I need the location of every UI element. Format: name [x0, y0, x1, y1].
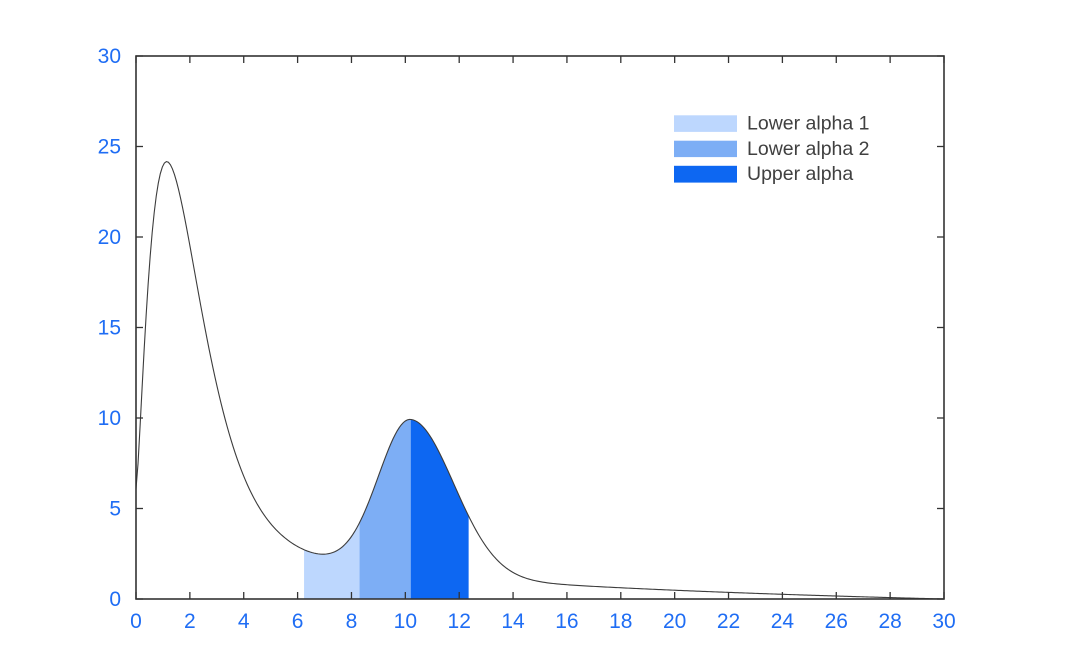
- svg-text:Lower alpha 2: Lower alpha 2: [747, 138, 870, 160]
- svg-text:16: 16: [555, 610, 578, 633]
- svg-text:22: 22: [717, 610, 740, 633]
- svg-text:0: 0: [109, 588, 121, 611]
- svg-text:18: 18: [609, 610, 632, 633]
- svg-text:12: 12: [448, 610, 471, 633]
- svg-text:15: 15: [98, 317, 121, 340]
- svg-text:26: 26: [825, 610, 848, 633]
- svg-text:Lower alpha 1: Lower alpha 1: [747, 113, 870, 135]
- svg-text:25: 25: [98, 136, 121, 159]
- svg-text:20: 20: [663, 610, 686, 633]
- svg-text:6: 6: [292, 610, 304, 633]
- svg-text:0: 0: [130, 610, 142, 633]
- svg-text:5: 5: [109, 498, 121, 521]
- svg-text:10: 10: [98, 407, 121, 430]
- svg-text:30: 30: [932, 610, 955, 633]
- svg-text:14: 14: [501, 610, 525, 633]
- svg-text:10: 10: [394, 610, 417, 633]
- svg-text:Upper alpha: Upper alpha: [747, 163, 853, 185]
- svg-text:20: 20: [98, 226, 121, 249]
- svg-text:30: 30: [98, 45, 121, 68]
- svg-text:4: 4: [238, 610, 250, 633]
- svg-text:8: 8: [346, 610, 358, 633]
- svg-text:2: 2: [184, 610, 196, 633]
- svg-text:28: 28: [878, 610, 901, 633]
- svg-text:24: 24: [771, 610, 795, 633]
